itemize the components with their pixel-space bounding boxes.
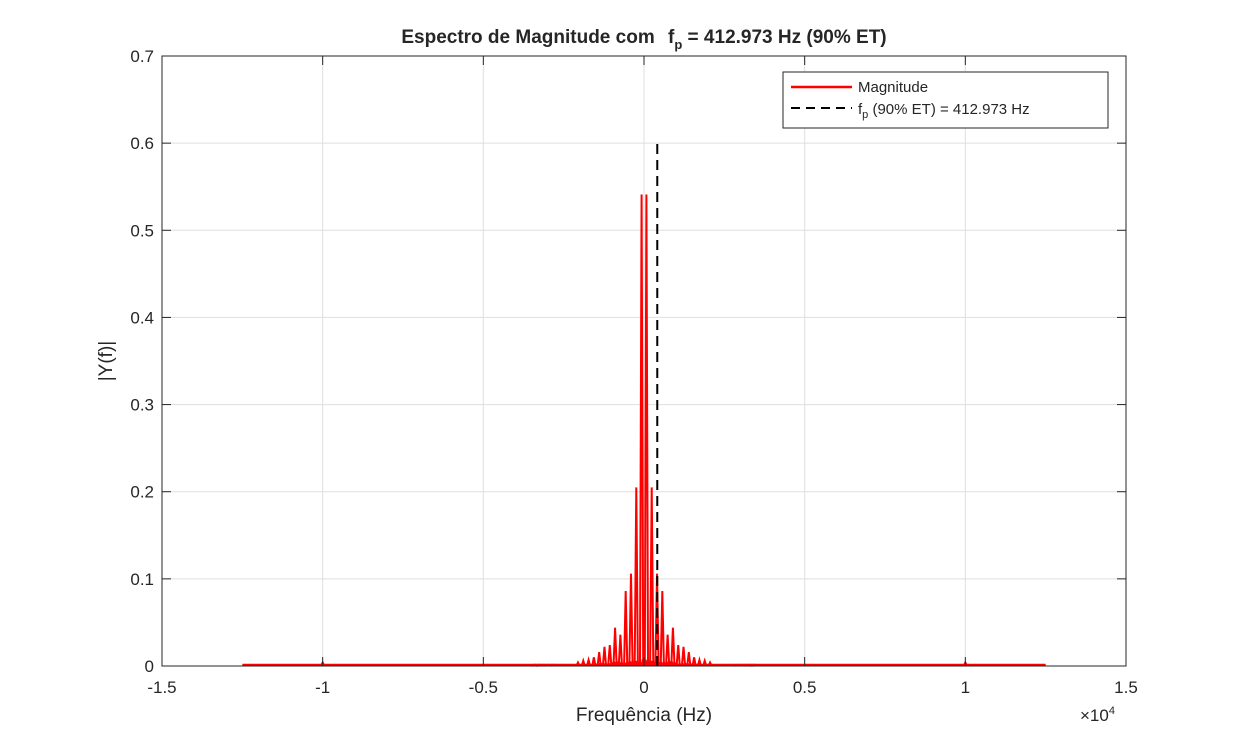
magnitude-peak (675, 645, 681, 667)
x-tick-label: 1.5 (1114, 678, 1138, 697)
magnitude-peak (680, 646, 687, 667)
magnitude-peak (586, 655, 592, 667)
y-tick-label: 0.2 (130, 483, 154, 502)
x-tick-label: 0.5 (793, 678, 817, 697)
legend-box (782, 71, 1109, 129)
magnitude-peak (691, 657, 697, 667)
y-axis-label: |Y(f)| (96, 341, 117, 381)
magnitude-peak (607, 645, 613, 667)
magnitude-peak (591, 657, 597, 667)
x-axis-label: Frequência (Hz) (576, 705, 712, 726)
y-tick-label: 0.5 (130, 221, 154, 240)
magnitude-peak (649, 487, 655, 667)
y-tick-label: 0.4 (130, 308, 154, 327)
magnitude-peak (659, 591, 665, 667)
magnitude-peak (643, 194, 650, 667)
magnitude-peak (596, 651, 602, 667)
legend-label-magnitude: Magnitude (858, 79, 928, 96)
y-tick-label: 0 (145, 657, 154, 676)
magnitude-peak (707, 660, 713, 667)
grid-lines (162, 56, 1126, 666)
y-tick-label: 0.6 (130, 134, 154, 153)
x-tick-label: -1 (315, 678, 330, 697)
magnitude-peak (702, 657, 708, 667)
magnitude-peak (654, 573, 660, 667)
legend: Magnitude fp (90% ET) = 412.973 Hz (782, 71, 1109, 129)
magnitude-peak (628, 573, 634, 667)
y-tick-label: 0.3 (130, 396, 154, 415)
y-tick-label: 0.1 (130, 570, 154, 589)
x-tick-label: 1 (961, 678, 970, 697)
chart-title: Espectro de Magnitude com fp = 412.973 H… (401, 27, 886, 52)
x-axis-exponent: ×104 (1080, 705, 1115, 725)
tick-labels: -1.5 -1 -0.5 0 0.5 1 1.5 0 0.1 0.2 0.3 0.4 0.5 0.6 0.7 (130, 47, 1137, 697)
tick-marks (161, 55, 1127, 667)
magnitude-peak (633, 487, 639, 667)
magnitude-peak (686, 651, 692, 667)
magnitude-peak (580, 657, 586, 667)
magnitude-peak (670, 627, 676, 667)
magnitude-peak (623, 591, 629, 667)
magnitude-peak (696, 655, 702, 667)
magnitude-peak (612, 627, 618, 667)
magnitude-peak (665, 634, 671, 667)
magnitude-peak (575, 660, 581, 667)
x-tick-label: -1.5 (147, 678, 176, 697)
legend-label-fp: fp (90% ET) = 412.973 Hz (858, 101, 1030, 121)
y-tick-label: 0.7 (130, 47, 154, 66)
magnitude-peak (638, 194, 645, 667)
x-tick-label: 0 (639, 678, 648, 697)
magnitude-peak (617, 634, 623, 667)
x-tick-label: -0.5 (469, 678, 498, 697)
magnitude-peak (601, 646, 608, 667)
